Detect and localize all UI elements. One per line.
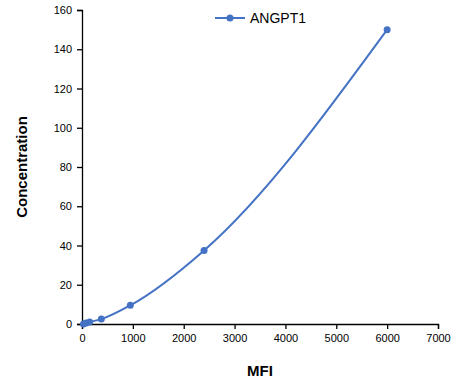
y-axis: 0 20 40 60 80 100 120 140 160 (54, 4, 83, 330)
tick-mark (77, 167, 82, 168)
tick: 3000 (223, 324, 247, 344)
plot: 0 1000 2000 3000 4000 5000 6000 7000 0 20 40 60 80 10… (54, 4, 451, 344)
tick: 40 (60, 240, 82, 252)
marker (86, 319, 93, 326)
legend: ANGPT1 (215, 10, 306, 26)
tick-label: 80 (60, 161, 72, 173)
tick-mark (438, 324, 439, 329)
tick: 5000 (325, 324, 349, 344)
tick-label: 2000 (172, 332, 196, 344)
tick: 100 (54, 122, 82, 134)
tick: 20 (60, 279, 82, 291)
tick: 1000 (121, 324, 145, 344)
tick-label: 0 (66, 318, 72, 330)
tick: 4000 (274, 324, 298, 344)
tick-label: 40 (60, 240, 72, 252)
tick-mark (133, 324, 134, 329)
tick-mark (77, 128, 82, 129)
marker (127, 302, 134, 309)
tick-mark (77, 10, 82, 11)
tick-label: 1000 (121, 332, 145, 344)
legend-marker (227, 15, 234, 22)
marker (98, 316, 105, 323)
tick: 0 (66, 318, 82, 330)
tick-mark (77, 245, 82, 246)
tick-mark (387, 324, 388, 329)
x-axis: 0 1000 2000 3000 4000 5000 6000 7000 (79, 324, 450, 344)
marker (201, 247, 208, 254)
tick-label: 120 (54, 83, 72, 95)
tick: 7000 (426, 324, 450, 344)
tick-mark (77, 88, 82, 89)
tick: 120 (54, 83, 82, 95)
tick-mark (77, 49, 82, 50)
y-axis-title: Concentration (13, 116, 30, 218)
series-line (84, 30, 388, 324)
legend-label: ANGPT1 (250, 10, 306, 26)
tick-label: 140 (54, 43, 72, 55)
tick: 6000 (375, 324, 399, 344)
tick: 60 (60, 200, 82, 212)
tick-label: 5000 (325, 332, 349, 344)
tick-mark (285, 324, 286, 329)
tick-label: 0 (79, 332, 85, 344)
tick-label: 100 (54, 122, 72, 134)
tick-label: 60 (60, 200, 72, 212)
tick: 140 (54, 43, 82, 55)
tick-mark (77, 285, 82, 286)
tick: 160 (54, 4, 82, 16)
tick-label: 7000 (426, 332, 450, 344)
tick-mark (184, 324, 185, 329)
tick-mark (234, 324, 235, 329)
marker (384, 26, 391, 33)
chart: 0 1000 2000 3000 4000 5000 6000 7000 0 20 40 60 80 10… (0, 0, 469, 392)
series-layer (80, 26, 391, 327)
x-axis-title: MFI (247, 362, 273, 379)
tick-label: 160 (54, 4, 72, 16)
tick-mark (77, 206, 82, 207)
axis-line (83, 325, 439, 330)
tick-label: 6000 (375, 332, 399, 344)
tick-label: 20 (60, 279, 72, 291)
tick-label: 4000 (274, 332, 298, 344)
axis-line (77, 11, 83, 325)
tick: 2000 (172, 324, 196, 344)
tick: 80 (60, 161, 82, 173)
tick-mark (336, 324, 337, 329)
tick-label: 3000 (223, 332, 247, 344)
